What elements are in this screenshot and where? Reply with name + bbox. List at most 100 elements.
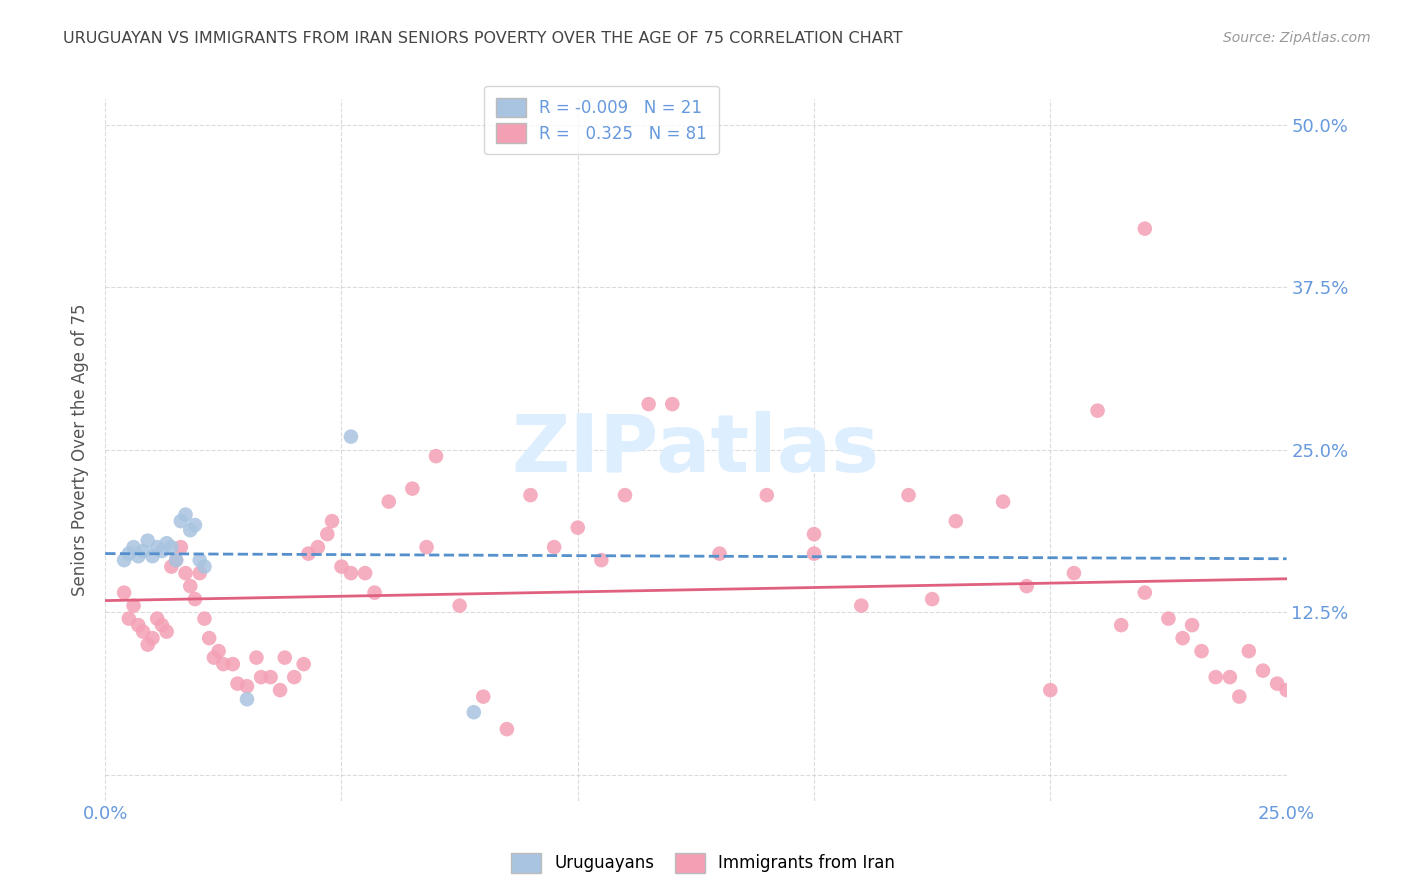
Point — [179, 579, 201, 593]
Point — [1265, 676, 1288, 690]
Point — [1251, 664, 1274, 678]
Point — [236, 679, 259, 693]
Point — [283, 670, 305, 684]
Point — [236, 692, 259, 706]
Point — [330, 559, 353, 574]
Point — [174, 566, 197, 581]
Point — [1219, 670, 1241, 684]
Point — [472, 690, 495, 704]
Point — [127, 618, 149, 632]
Point — [803, 547, 825, 561]
Point — [141, 549, 163, 564]
Y-axis label: Seniors Poverty Over the Age of 75: Seniors Poverty Over the Age of 75 — [72, 303, 89, 596]
Point — [401, 482, 423, 496]
Point — [274, 650, 297, 665]
Point — [415, 540, 437, 554]
Point — [1275, 683, 1298, 698]
Point — [165, 553, 187, 567]
Point — [425, 449, 447, 463]
Point — [150, 618, 173, 632]
Point — [897, 488, 920, 502]
Point — [136, 638, 159, 652]
Point — [212, 657, 235, 672]
Point — [363, 585, 385, 599]
Point — [118, 612, 141, 626]
Point — [118, 547, 141, 561]
Point — [1087, 403, 1109, 417]
Point — [259, 670, 281, 684]
Point — [165, 553, 187, 567]
Point — [1015, 579, 1038, 593]
Point — [198, 631, 221, 645]
Point — [160, 540, 183, 554]
Point — [1227, 690, 1250, 704]
Point — [1039, 683, 1062, 698]
Point — [292, 657, 315, 672]
Point — [1063, 566, 1085, 581]
Point — [122, 599, 145, 613]
Point — [591, 553, 613, 567]
Point — [377, 494, 399, 508]
Point — [1181, 618, 1204, 632]
Point — [1157, 612, 1180, 626]
Point — [637, 397, 659, 411]
Point — [1109, 618, 1132, 632]
Point — [132, 544, 155, 558]
Point — [449, 599, 471, 613]
Point — [991, 494, 1014, 508]
Point — [1205, 670, 1227, 684]
Point — [184, 592, 207, 607]
Point — [127, 549, 149, 564]
Text: ZIPatlas: ZIPatlas — [512, 410, 880, 489]
Point — [146, 540, 169, 554]
Point — [307, 540, 329, 554]
Point — [193, 612, 215, 626]
Point — [755, 488, 778, 502]
Point — [188, 553, 211, 567]
Point — [136, 533, 159, 548]
Text: Source: ZipAtlas.com: Source: ZipAtlas.com — [1223, 31, 1371, 45]
Point — [567, 521, 589, 535]
Point — [269, 683, 291, 698]
Point — [170, 514, 193, 528]
Point — [170, 540, 193, 554]
Point — [193, 559, 215, 574]
Point — [245, 650, 267, 665]
Point — [340, 429, 363, 443]
Point — [132, 624, 155, 639]
Point — [1191, 644, 1213, 658]
Point — [851, 599, 873, 613]
Point — [122, 540, 145, 554]
Point — [202, 650, 225, 665]
Point — [174, 508, 197, 522]
Point — [354, 566, 377, 581]
Point — [250, 670, 273, 684]
Point — [156, 536, 179, 550]
Point — [945, 514, 967, 528]
Point — [316, 527, 339, 541]
Point — [188, 566, 211, 581]
Point — [112, 553, 135, 567]
Point — [519, 488, 541, 502]
Point — [226, 676, 249, 690]
Point — [222, 657, 245, 672]
Point — [803, 527, 825, 541]
Point — [709, 547, 731, 561]
Point — [463, 705, 485, 719]
Point — [207, 644, 229, 658]
Point — [321, 514, 343, 528]
Legend: R = -0.009   N = 21, R =   0.325   N = 81: R = -0.009 N = 21, R = 0.325 N = 81 — [484, 86, 718, 154]
Point — [1237, 644, 1260, 658]
Point — [179, 523, 201, 537]
Point — [340, 566, 363, 581]
Point — [614, 488, 637, 502]
Text: URUGUAYAN VS IMMIGRANTS FROM IRAN SENIORS POVERTY OVER THE AGE OF 75 CORRELATION: URUGUAYAN VS IMMIGRANTS FROM IRAN SENIOR… — [63, 31, 903, 46]
Point — [112, 585, 135, 599]
Point — [160, 559, 183, 574]
Point — [297, 547, 319, 561]
Point — [661, 397, 683, 411]
Point — [543, 540, 565, 554]
Point — [921, 592, 943, 607]
Legend: Uruguayans, Immigrants from Iran: Uruguayans, Immigrants from Iran — [505, 847, 901, 880]
Point — [156, 624, 179, 639]
